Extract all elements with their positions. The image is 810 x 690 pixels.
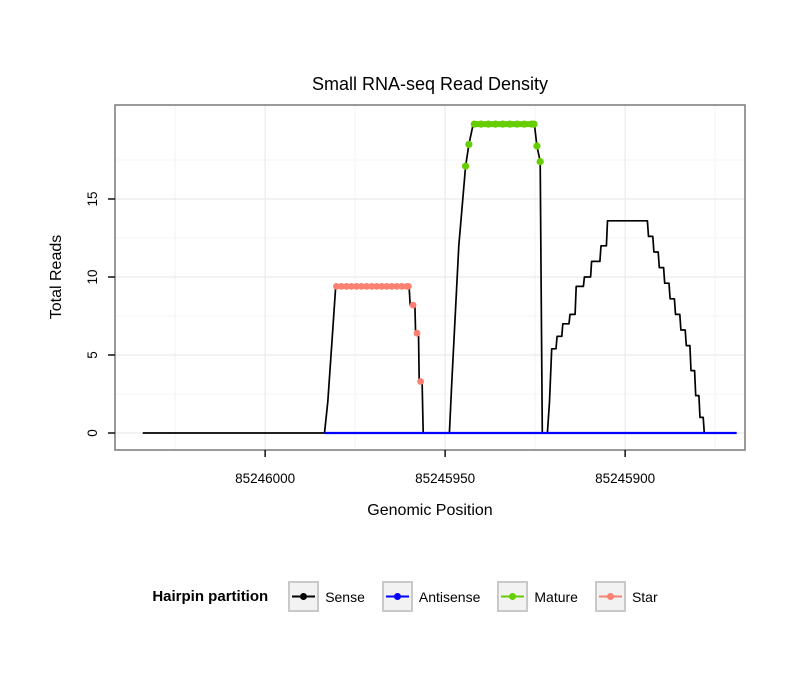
series-star-point xyxy=(388,283,396,290)
series-star-point xyxy=(409,301,417,309)
legend-label-mature: Mature xyxy=(534,588,578,605)
legend-key-dot xyxy=(300,593,308,600)
series-sense-line xyxy=(142,123,721,434)
chart-title: Small RNA-seq Read Density xyxy=(312,74,548,94)
legend-item-sense: Sense xyxy=(288,581,365,612)
series-mature-point xyxy=(477,120,485,128)
y-tick-label: 5 xyxy=(85,351,100,359)
x-tick-label: 85245900 xyxy=(595,471,655,486)
series-mature-point xyxy=(506,120,514,128)
legend-label-antisense: Antisense xyxy=(418,588,481,605)
series-star-point xyxy=(398,283,406,290)
series-mature-point xyxy=(520,120,528,128)
legend-label-sense: Sense xyxy=(325,588,365,605)
x-tick-label: 85246000 xyxy=(235,471,295,486)
legend-label-star: Star xyxy=(631,588,658,605)
y-tick-label: 15 xyxy=(85,191,100,206)
series-star-point xyxy=(378,283,386,290)
y-tick-label: 10 xyxy=(85,269,100,284)
legend-key-dot xyxy=(606,593,614,600)
legend-key-dot xyxy=(393,593,401,600)
series-star-point xyxy=(358,283,365,290)
series-star-point xyxy=(333,283,340,290)
legend-key-star xyxy=(594,581,626,612)
plot-series xyxy=(142,120,737,435)
legend-item-antisense: Antisense xyxy=(381,581,481,612)
series-star-point xyxy=(373,283,381,290)
series-star-point xyxy=(393,283,401,290)
series-mature-point xyxy=(465,140,473,148)
legend-key-sense xyxy=(288,581,320,612)
series-mature-point xyxy=(491,120,500,128)
series-star-point xyxy=(383,283,391,290)
mature-key-glyph xyxy=(501,593,525,600)
sense-key-glyph xyxy=(292,593,316,600)
legend: Hairpin partition Sense Antisense xyxy=(0,581,810,612)
legend-key-mature xyxy=(497,581,529,612)
series-star-point xyxy=(405,283,412,290)
series-star-point xyxy=(353,283,360,290)
legend-title: Hairpin partition xyxy=(152,588,269,605)
series-mature-point xyxy=(513,120,521,128)
x-axis-label: Genomic Position xyxy=(367,502,492,519)
y-axis-label: Total Reads xyxy=(48,235,65,320)
series-star-point xyxy=(417,378,424,385)
series-mature-point xyxy=(462,162,470,170)
axes: 0 5 10 15 85246000 85245950 85245900 xyxy=(85,191,655,486)
series-star-point xyxy=(338,283,345,290)
antisense-key-glyph xyxy=(385,593,409,600)
series-star-point xyxy=(343,283,350,290)
series-mature-point xyxy=(533,142,541,150)
series-star-point xyxy=(348,283,355,290)
series-mature-point xyxy=(536,158,544,166)
x-tick-label: 85245950 xyxy=(415,471,475,486)
legend-key-dot xyxy=(509,593,517,600)
series-star-point xyxy=(413,329,421,337)
y-tick-label: 0 xyxy=(85,429,100,437)
star-key-glyph xyxy=(598,593,622,600)
legend-item-mature: Mature xyxy=(497,581,578,612)
series-star-point xyxy=(363,283,370,290)
series-mature-point xyxy=(470,120,478,128)
gridlines xyxy=(115,105,745,450)
series-mature-point xyxy=(499,120,507,128)
legend-key-antisense xyxy=(381,581,413,612)
rna-seq-density-chart: 0 5 10 15 85246000 85245950 85245900 Small RNA… xyxy=(48,74,746,519)
series-mature-point xyxy=(530,120,538,128)
series-star-point xyxy=(368,283,376,290)
series-mature-point xyxy=(484,120,492,128)
legend-item-star: Star xyxy=(594,581,658,612)
